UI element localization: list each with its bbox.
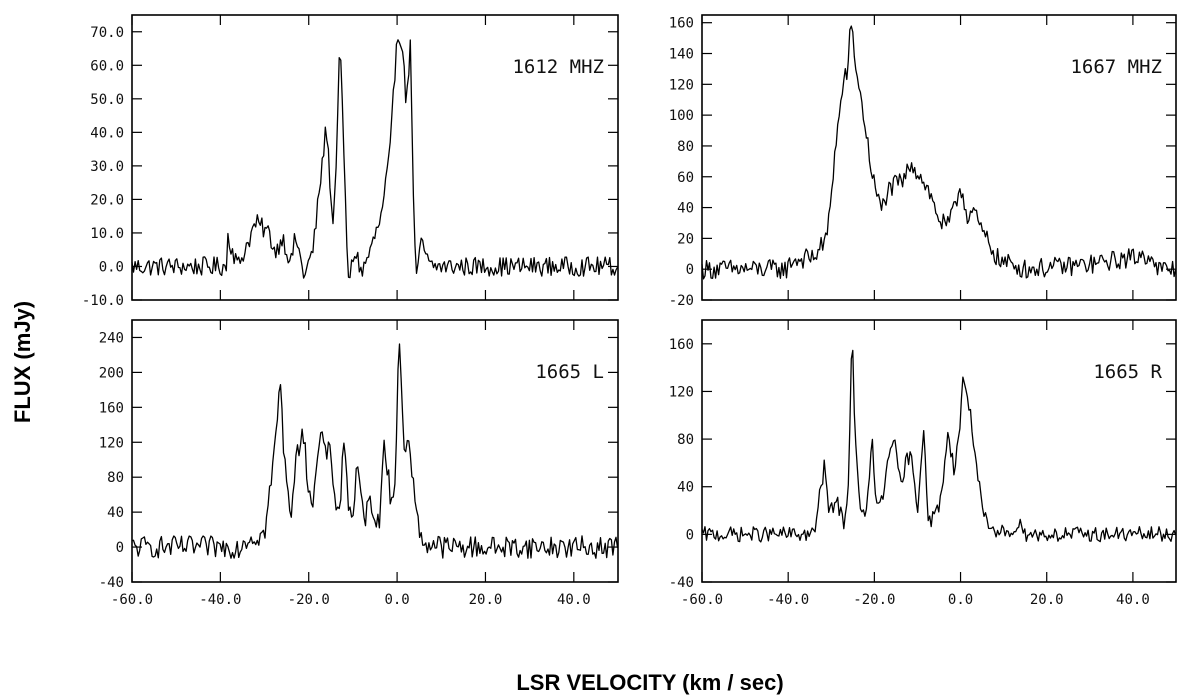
plot-frame [131, 14, 619, 301]
x-tick-label: 0.0 [948, 592, 973, 608]
y-tick-label: 10.0 [90, 226, 124, 242]
y-tick-label: 50.0 [90, 92, 124, 108]
x-tick-label: -40.0 [767, 592, 809, 608]
y-tick-label: 120 [669, 384, 694, 400]
y-tick-label: 80 [677, 139, 694, 155]
x-tick-label: -60.0 [681, 592, 723, 608]
y-tick-label: 120 [669, 77, 694, 93]
x-tick-label: -40.0 [199, 592, 241, 608]
y-tick-label: 30.0 [90, 159, 124, 175]
chart-panel-4: -60.0 -40.0 -20.0 0.0 20.0 40.0 -40 0 40 80 120 160… [669, 319, 1177, 608]
panels-group: -10.0 0.0 10.0 20.0 30.0 40.0 50.0 60.0 70.0 1612… [82, 14, 1177, 608]
x-tick-label: 0.0 [384, 592, 409, 608]
y-tick-label: 80 [677, 432, 694, 448]
y-tick-label: 40.0 [90, 125, 124, 141]
plot-frame [701, 14, 1177, 301]
y-tick-label: 40 [677, 201, 694, 217]
plot-frame [131, 319, 619, 583]
y-tick-label: 0.0 [99, 259, 124, 275]
y-tick-label: 160 [99, 400, 124, 416]
x-tick-label: -60.0 [111, 592, 153, 608]
x-tick-label: -20.0 [853, 592, 895, 608]
y-tick-label: 160 [669, 337, 694, 353]
spectrum-line [701, 25, 1177, 280]
panel-title: 1665 L [535, 361, 604, 383]
panel-title: 1612 MHZ [512, 56, 604, 78]
spectrum-line [131, 343, 619, 559]
y-tick-label: 140 [669, 47, 694, 63]
y-tick-label: 60.0 [90, 58, 124, 74]
y-tick-label: 100 [669, 108, 694, 124]
y-tick-label: 40 [677, 480, 694, 496]
y-tick-label: 0 [116, 540, 124, 556]
y-tick-label: -40 [99, 575, 124, 591]
y-tick-label: 120 [99, 435, 124, 451]
y-tick-label: 20.0 [90, 192, 124, 208]
y-tick-label: 0 [686, 262, 694, 278]
chart-panel-2: -20 0 20 40 60 80 100 120 140 160 1667 MHZ [669, 14, 1177, 309]
spectrum-line [131, 39, 619, 279]
plot-frame [701, 319, 1177, 583]
spectrum-line [701, 349, 1177, 543]
y-tick-label: -40 [669, 575, 694, 591]
y-tick-label: 200 [99, 365, 124, 381]
x-tick-label: 40.0 [557, 592, 591, 608]
x-axis-title: LSR VELOCITY (km / sec) [516, 670, 783, 695]
x-tick-label: 40.0 [1116, 592, 1150, 608]
y-tick-label: 80 [107, 470, 124, 486]
x-tick-label: 20.0 [469, 592, 503, 608]
y-tick-label: 0 [686, 527, 694, 543]
chart-panel-3: -60.0 -40.0 -20.0 0.0 20.0 40.0 -40 0 40 80 120 160… [99, 319, 619, 608]
y-tick-label: -10.0 [82, 293, 124, 309]
panel-title: 1665 R [1093, 361, 1162, 383]
x-tick-label: -20.0 [288, 592, 330, 608]
y-tick-label: 70.0 [90, 25, 124, 41]
panel-title: 1667 MHZ [1070, 56, 1162, 78]
y-axis-title: FLUX (mJy) [10, 301, 35, 423]
y-tick-label: 240 [99, 330, 124, 346]
y-tick-label: 20 [677, 231, 694, 247]
y-tick-label: 40 [107, 505, 124, 521]
y-tick-label: 160 [669, 16, 694, 32]
x-tick-label: 20.0 [1030, 592, 1064, 608]
y-tick-label: -20 [669, 293, 694, 309]
y-tick-label: 60 [677, 170, 694, 186]
chart-panel-1: -10.0 0.0 10.0 20.0 30.0 40.0 50.0 60.0 70.0 1612… [82, 14, 619, 309]
